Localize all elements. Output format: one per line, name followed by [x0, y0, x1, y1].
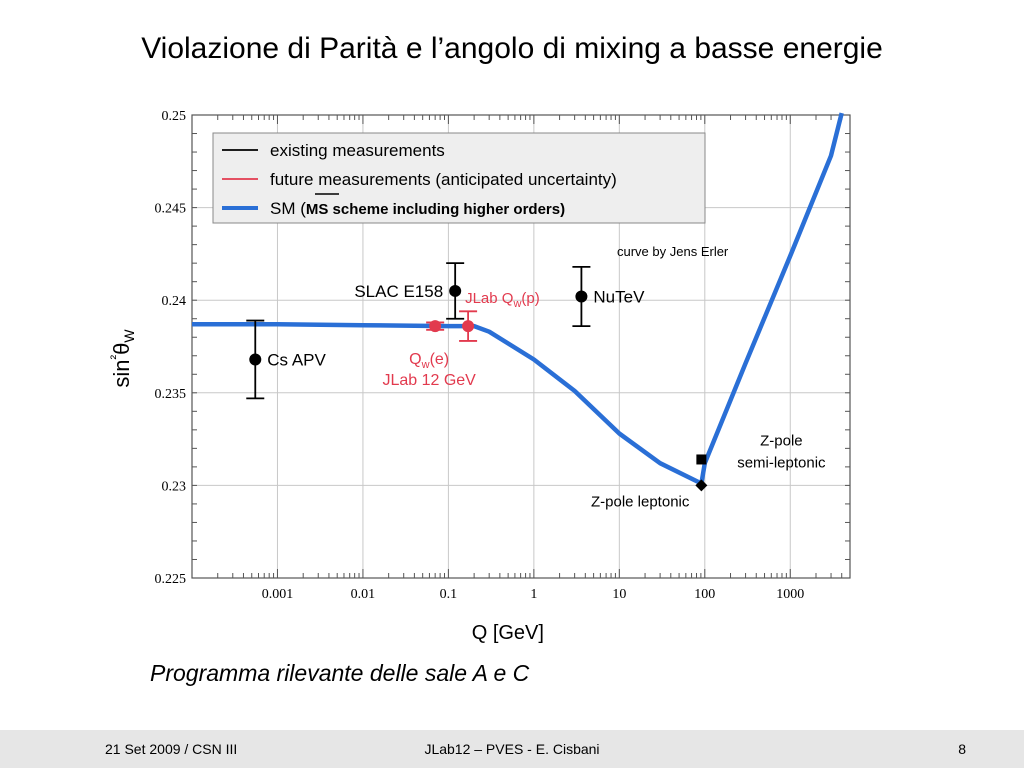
sm-curve [192, 112, 844, 486]
legend-label: future measurements (anticipated uncerta… [270, 170, 617, 189]
point-marker [575, 290, 588, 303]
label-part: w [512, 298, 521, 310]
legend-label: SM (MS scheme including higher orders) [270, 199, 565, 218]
x-tick-label: 0.1 [440, 587, 458, 602]
legend-text: future measurements (anticipated uncerta… [270, 170, 617, 189]
footer-date: 21 Set 2009 / CSN III [105, 741, 238, 757]
slide-subtitle: Programma rilevante delle sale A e C [150, 660, 530, 686]
footer-presenter: JLab12 – PVES - E. Cisbani [424, 741, 600, 757]
data-point [695, 479, 708, 492]
y-tick-label: 0.23 [162, 479, 187, 494]
label-part: w [421, 359, 430, 371]
ylabel-part: W [121, 329, 137, 343]
point-label: NuTeV [593, 287, 645, 306]
y-tick-label: 0.235 [155, 387, 187, 402]
point-label: Z-pole [760, 432, 803, 449]
legend: existing measurements future measurements… [212, 132, 706, 224]
x-tick-label: 1000 [776, 587, 804, 602]
legend-text: existing measurements [270, 141, 445, 160]
legend-text: SM ( [270, 199, 306, 218]
x-tick-label: 10 [612, 587, 626, 602]
point-label: SLAC E158 [354, 282, 443, 301]
label-part: JLab Q [465, 290, 513, 307]
axis-ticks: 0.225 0.23 0.235 0.24 0.245 0.25 0.001 0.01 0.1 1… [155, 109, 851, 602]
legend-label: existing measurements [270, 141, 445, 160]
label-part: (e) [430, 351, 450, 368]
point-marker [249, 353, 262, 366]
data-points [246, 262, 708, 492]
point-label: Cs APV [267, 350, 326, 369]
data-point [696, 454, 707, 465]
footer-page-number: 8 [958, 741, 966, 757]
point-label: JLab 12 GeV [382, 372, 476, 389]
point-marker [449, 284, 462, 297]
point-label: JLab Qw(p) [465, 290, 540, 310]
x-axis-label: Q [GeV] [472, 622, 544, 644]
point-marker [462, 320, 475, 333]
slide-title: Violazione di Parità e l’angolo di mixin… [141, 32, 883, 65]
sin2theta-chart: 0.225 0.23 0.235 0.24 0.245 0.25 0.001 0.01 0.1 1… [107, 109, 851, 644]
x-tick-label: 0.001 [262, 587, 294, 602]
x-tick-label: 1 [530, 587, 537, 602]
ylabel-part: sin [109, 360, 134, 388]
data-point [572, 265, 591, 328]
ylabel-part: θ [109, 343, 134, 355]
data-point [459, 310, 478, 342]
y-tick-label: 0.245 [155, 202, 187, 217]
data-point [426, 320, 445, 333]
point-marker [695, 479, 708, 492]
curve-annotation: curve by Jens Erler [617, 244, 729, 259]
x-tick-label: 100 [694, 587, 715, 602]
point-label: semi-leptonic [737, 454, 826, 471]
point-label: Z-pole leptonic [591, 493, 690, 510]
sm-curve-group [192, 112, 844, 486]
data-point [246, 319, 265, 400]
data-point [446, 262, 465, 320]
y-axis-label: sin²θW [107, 329, 137, 388]
label-part: (p) [521, 290, 539, 307]
label-part: Q [409, 351, 421, 368]
y-tick-label: 0.24 [162, 294, 187, 309]
legend-box [212, 132, 706, 224]
footer-bar: 21 Set 2009 / CSN III JLab12 – PVES - E.… [0, 730, 1024, 768]
chart-container: 0.225 0.23 0.235 0.24 0.245 0.25 0.001 0.01 0.1 1… [100, 100, 860, 650]
y-tick-label: 0.225 [155, 572, 187, 587]
ylabel-part: ² [107, 355, 123, 360]
point-label: Qw(e) [409, 351, 449, 371]
legend-text-bold: MS scheme including higher orders) [306, 201, 565, 218]
point-marker [696, 454, 707, 465]
x-tick-label: 0.01 [351, 587, 376, 602]
y-tick-label: 0.25 [162, 109, 187, 124]
point-marker [429, 320, 442, 333]
